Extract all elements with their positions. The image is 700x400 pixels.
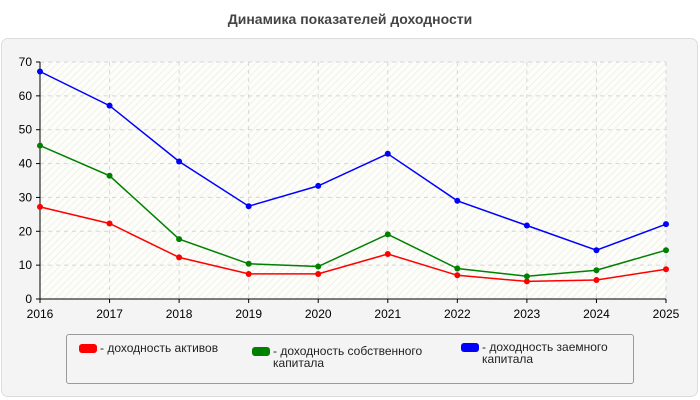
y-tick-label: 50 — [19, 123, 33, 137]
data-point — [454, 272, 461, 279]
data-point — [176, 254, 183, 261]
y-tick-label: 30 — [19, 190, 33, 204]
data-point — [245, 270, 252, 277]
x-tick-label: 2023 — [514, 307, 541, 321]
legend-label: - доходность заемного — [482, 340, 608, 354]
series-line-1 — [39, 206, 667, 283]
x-tick-label: 2019 — [235, 307, 262, 321]
data-point — [37, 142, 43, 149]
data-point — [315, 270, 322, 277]
y-tick-label: 40 — [19, 157, 33, 171]
x-tick-label: 2025 — [653, 307, 680, 321]
legend-swatch-blue — [461, 343, 479, 352]
data-point — [106, 220, 113, 227]
data-point — [454, 197, 461, 204]
data-point — [245, 260, 252, 267]
data-point — [454, 265, 461, 272]
x-tick-label: 2022 — [444, 307, 471, 321]
plot-area — [40, 62, 666, 299]
data-point — [663, 221, 669, 228]
legend: - доходность активов - доходность собств… — [66, 334, 634, 384]
data-point — [176, 236, 183, 243]
x-tick-label: 2020 — [305, 307, 332, 321]
tick-labels: 0 10 20 30 40 50 60 70 2016 2017 2018 2019 2020 2021 2… — [19, 55, 680, 321]
chart-title: Динамика показателей доходности — [227, 11, 473, 27]
grid — [40, 61, 667, 299]
data-point — [37, 68, 43, 75]
series-line-3 — [39, 70, 667, 251]
y-tick-label: 70 — [19, 55, 33, 69]
data-point — [663, 266, 669, 273]
y-tick-label: 20 — [19, 224, 33, 238]
legend-swatch-red — [79, 344, 97, 353]
x-tick-label: 2024 — [583, 307, 610, 321]
data-point — [106, 102, 113, 109]
data-point — [384, 231, 391, 238]
data-point — [593, 277, 600, 284]
legend-label-cont: капитала — [273, 356, 325, 370]
data-point — [523, 222, 530, 229]
data-point — [106, 172, 113, 179]
data-point — [593, 267, 600, 274]
data-point — [384, 250, 391, 257]
y-tick-label: 60 — [19, 89, 33, 103]
legend-label: - доходность собственного — [273, 344, 423, 358]
y-tick-label: 10 — [19, 258, 33, 272]
data-point — [315, 182, 322, 189]
data-point — [37, 203, 43, 210]
x-tick-label: 2018 — [166, 307, 193, 321]
data-point — [523, 278, 530, 285]
x-tick-label: 2016 — [27, 307, 54, 321]
data-point — [176, 158, 183, 165]
data-point — [593, 247, 600, 254]
legend-label: - доходность активов — [100, 341, 219, 355]
legend-label-cont: капитала — [482, 352, 534, 366]
data-point — [384, 150, 391, 157]
axes — [36, 61, 667, 303]
x-tick-label: 2021 — [374, 307, 401, 321]
y-tick-label: 0 — [25, 292, 32, 306]
data-point — [315, 263, 322, 270]
data-point — [245, 203, 252, 210]
data-point — [663, 247, 669, 254]
x-tick-label: 2017 — [96, 307, 123, 321]
legend-swatch-green — [252, 347, 270, 356]
series — [37, 68, 669, 285]
data-point — [523, 273, 530, 280]
series-line-2 — [39, 144, 667, 278]
